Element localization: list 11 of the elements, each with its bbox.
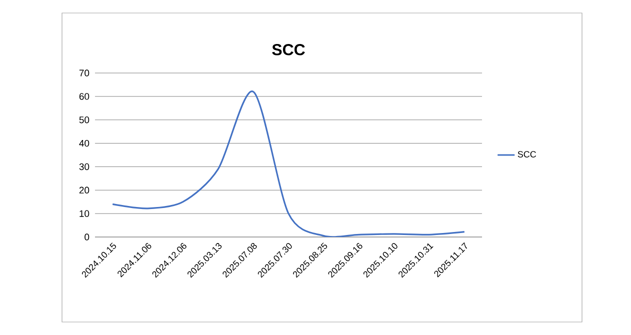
- y-tick-label: 40: [79, 140, 90, 147]
- chart-title: SCC: [272, 44, 305, 56]
- line-series: [112, 90, 466, 237]
- y-tick-label: 60: [79, 93, 90, 100]
- y-tick-label: 0: [84, 234, 90, 240]
- y-tick-label: 20: [79, 186, 90, 194]
- y-tick-label: 70: [79, 70, 90, 76]
- legend-label: SCC: [518, 151, 536, 158]
- y-tick-label: 30: [79, 163, 90, 170]
- y-tick-label: 10: [80, 210, 90, 217]
- y-tick-label: 50: [79, 116, 90, 124]
